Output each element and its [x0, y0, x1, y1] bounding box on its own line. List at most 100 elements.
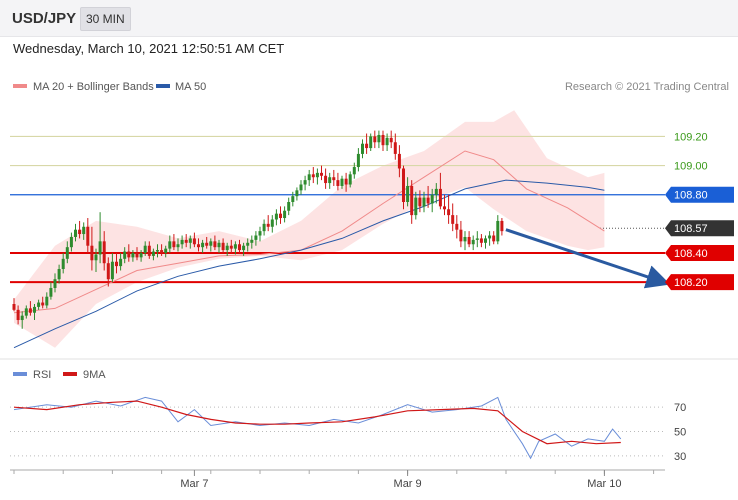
- level-tag-resistance-2: 109.20: [674, 131, 708, 143]
- candle: [45, 292, 49, 309]
- candle: [459, 220, 463, 248]
- candle-body: [192, 238, 196, 245]
- candle: [217, 239, 221, 253]
- candle: [438, 172, 442, 210]
- candle-body: [274, 213, 278, 220]
- candle: [377, 130, 381, 149]
- candle-body: [143, 245, 147, 253]
- candle: [422, 191, 426, 213]
- candle-body: [90, 245, 94, 261]
- candle-body: [94, 254, 98, 261]
- candle-body: [418, 197, 422, 207]
- candle-body: [328, 177, 332, 184]
- candle-body: [488, 235, 492, 239]
- candle-body: [184, 239, 188, 243]
- candle-body: [221, 242, 225, 251]
- candle-body: [291, 196, 295, 202]
- candle-body: [53, 279, 57, 288]
- candle: [361, 139, 364, 159]
- candle: [16, 305, 20, 325]
- candle-body: [209, 241, 213, 246]
- candle: [315, 168, 319, 185]
- candle-body: [266, 223, 270, 227]
- candle-body: [217, 242, 221, 248]
- level-tag-shape: [665, 274, 734, 291]
- candle-body: [156, 250, 159, 252]
- candle-body: [28, 308, 32, 313]
- rsi-tick-30: 30: [674, 451, 686, 463]
- candle-body: [324, 175, 328, 184]
- candle-body: [369, 136, 373, 149]
- candle: [201, 239, 205, 253]
- candle: [151, 248, 155, 261]
- rsi-panel: 70 50 30: [10, 396, 686, 463]
- level-label-support-1: 108.40: [674, 248, 708, 260]
- candle: [184, 234, 188, 248]
- level-tag-current-price: 108.57: [665, 220, 734, 237]
- candle-body: [74, 229, 77, 237]
- candle: [266, 215, 270, 232]
- candle: [90, 226, 94, 271]
- candle: [74, 223, 77, 242]
- candle: [119, 253, 123, 271]
- candle-body: [197, 244, 200, 248]
- candle-body: [377, 134, 381, 143]
- timestamp: Wednesday, March 10, 2021 12:50:51 AM CE…: [13, 41, 285, 56]
- candle-body: [110, 261, 114, 280]
- candle: [451, 203, 455, 232]
- x-tick-label: Mar 10: [587, 478, 621, 490]
- candle: [332, 169, 336, 186]
- candle: [340, 175, 344, 189]
- candle-body: [160, 250, 164, 253]
- candle-body: [201, 242, 205, 248]
- candle-body: [98, 241, 102, 255]
- candle: [188, 235, 192, 249]
- candle: [164, 245, 168, 258]
- rsi-tick-50: 50: [674, 427, 686, 439]
- interval-button[interactable]: 30 MIN: [80, 7, 131, 31]
- rsi-tick-70: 70: [674, 402, 686, 414]
- candle-body: [12, 304, 16, 310]
- candle-body: [455, 223, 459, 230]
- candle: [389, 130, 393, 149]
- candle-body: [82, 226, 86, 235]
- candle: [283, 206, 287, 223]
- candle-body: [61, 258, 65, 270]
- candle: [328, 172, 332, 189]
- rsi-line: [13, 396, 622, 460]
- level-label-resistance-2: 109.20: [674, 131, 708, 143]
- candle: [492, 231, 496, 245]
- candle-body: [139, 253, 143, 258]
- ma20-line: [13, 150, 605, 314]
- candle-body: [344, 178, 348, 185]
- candle: [434, 183, 438, 204]
- candle-body: [320, 172, 323, 176]
- candle: [467, 231, 471, 248]
- candle: [254, 231, 258, 246]
- candle-body: [102, 241, 106, 264]
- candle-body: [356, 153, 360, 168]
- candle-body: [78, 229, 82, 235]
- x-axis: Mar 7 Mar 9 Mar 10: [13, 470, 655, 490]
- candle: [471, 235, 475, 251]
- candle: [447, 194, 451, 224]
- candle-body: [270, 219, 274, 227]
- candle-body: [336, 180, 340, 186]
- candle-body: [287, 202, 291, 211]
- legend-swatch-ma50: [156, 84, 170, 88]
- candle: [233, 241, 237, 255]
- candle-body: [246, 242, 250, 246]
- candle-body: [213, 241, 217, 248]
- candle: [393, 133, 397, 160]
- candle: [33, 304, 36, 321]
- candle-body: [254, 235, 258, 240]
- candle-body: [438, 188, 442, 207]
- candle-body: [467, 236, 471, 245]
- candle-body: [365, 143, 369, 149]
- level-tag-support-2: 108.20: [665, 274, 734, 291]
- candle: [365, 133, 369, 154]
- candle: [352, 162, 356, 179]
- candle: [418, 190, 422, 213]
- candle: [28, 301, 32, 316]
- candle: [65, 241, 69, 264]
